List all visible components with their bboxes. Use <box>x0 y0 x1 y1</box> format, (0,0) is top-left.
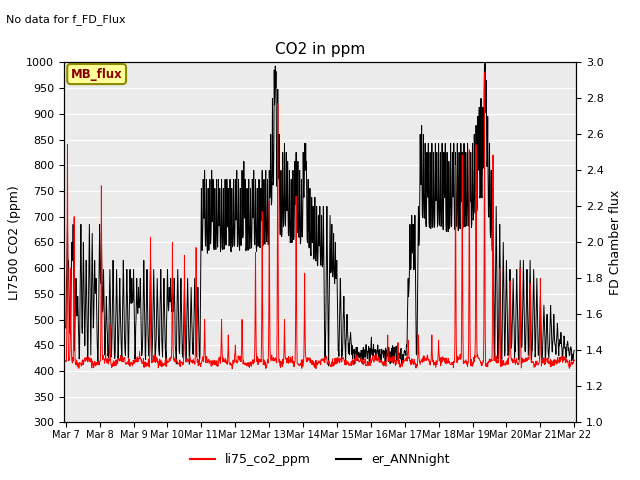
Text: No data for f_FD_Flux: No data for f_FD_Flux <box>6 14 126 25</box>
Y-axis label: LI7500 CO2 (ppm): LI7500 CO2 (ppm) <box>8 185 20 300</box>
Title: CO2 in ppm: CO2 in ppm <box>275 42 365 57</box>
Legend: li75_co2_ppm, er_ANNnight: li75_co2_ppm, er_ANNnight <box>186 448 454 471</box>
Y-axis label: FD Chamber flux: FD Chamber flux <box>609 190 622 295</box>
Text: MB_flux: MB_flux <box>71 68 122 81</box>
